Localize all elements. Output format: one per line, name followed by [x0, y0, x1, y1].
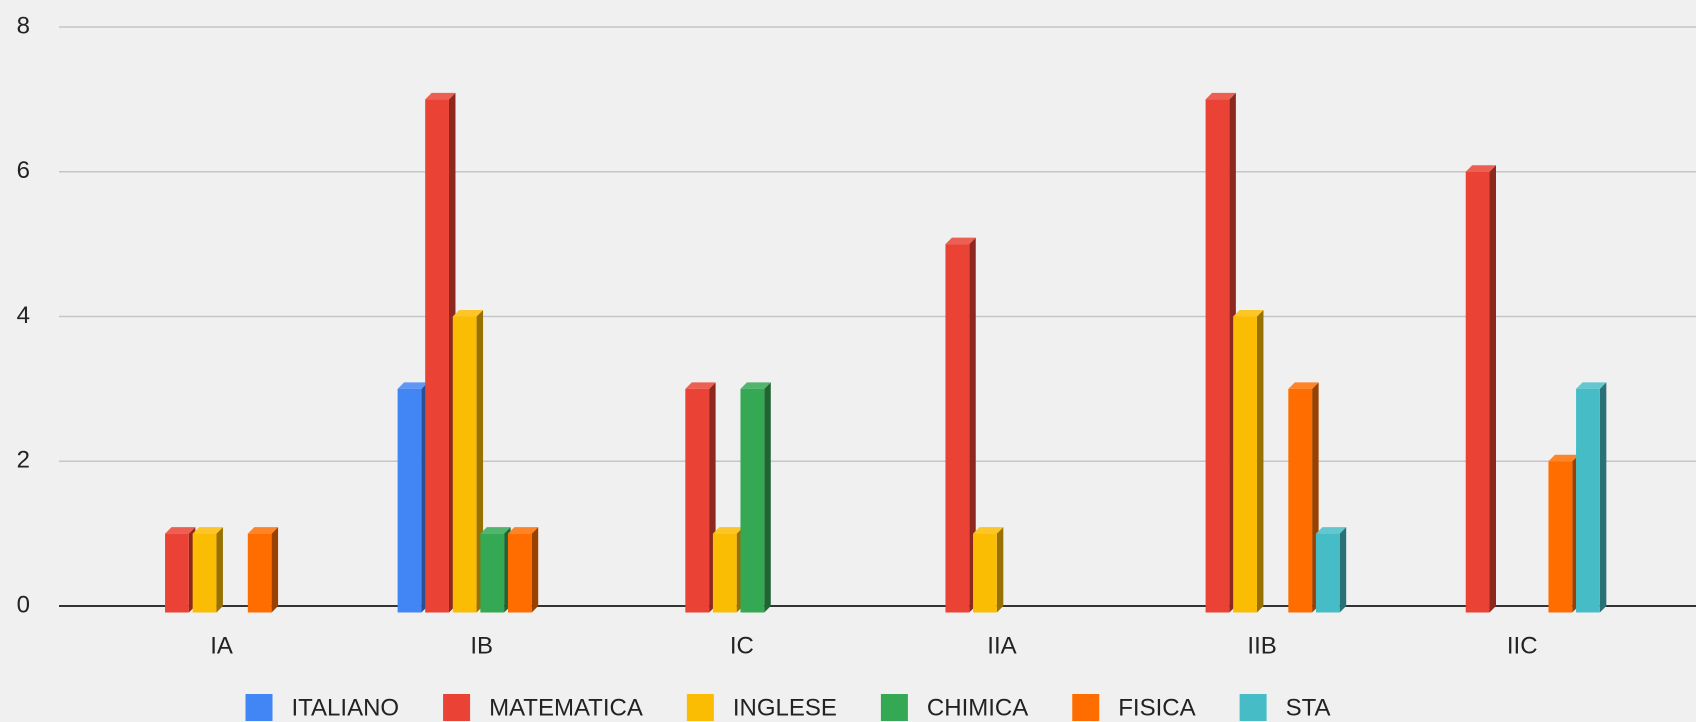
bar-3d	[397, 382, 428, 613]
bar-top	[945, 237, 976, 245]
bar	[973, 533, 997, 613]
bar	[397, 388, 422, 613]
legend-swatch	[1239, 694, 1267, 721]
x-tick-label: IB	[470, 632, 493, 659]
bar-top	[712, 527, 744, 534]
bar-top	[425, 92, 456, 100]
bar-top	[165, 527, 196, 534]
bar-3d	[165, 527, 196, 613]
legend-label: STA	[1286, 694, 1331, 721]
bar	[1205, 99, 1230, 613]
legend-label: CHIMICA	[927, 694, 1028, 721]
bar-side	[969, 237, 976, 613]
bar-top	[397, 382, 428, 389]
bar-side	[1599, 382, 1607, 613]
legend-label: ITALIANO	[292, 694, 400, 721]
bar-side	[764, 382, 771, 613]
bar-3d	[1548, 454, 1579, 613]
bar-3d	[1576, 382, 1607, 613]
bar	[1465, 171, 1490, 613]
bar	[1233, 316, 1257, 613]
x-tick-label: IC	[730, 632, 754, 659]
bar-top	[1288, 382, 1319, 389]
bar-side	[271, 527, 279, 613]
bar	[1315, 533, 1340, 613]
bar	[192, 533, 217, 613]
bar-3d	[1233, 310, 1264, 613]
legend-label: INGLESE	[733, 694, 837, 721]
bar	[685, 388, 710, 613]
bar	[507, 533, 532, 613]
legend: ITALIANO MATEMATICA INGLESE CHIMICA FISICA ST…	[245, 694, 1331, 721]
bar	[247, 533, 272, 613]
bar-3d	[1315, 527, 1347, 613]
bar-3d	[480, 527, 511, 613]
bar-side	[531, 527, 539, 613]
bar-3d	[712, 527, 744, 613]
y-tick-label: 4	[17, 302, 30, 329]
bar-side	[1256, 310, 1264, 613]
bar-top	[507, 527, 539, 534]
bar-top	[480, 527, 511, 534]
bar	[1548, 461, 1573, 613]
legend-swatch	[686, 694, 714, 721]
y-tick-label: 8	[17, 12, 30, 39]
legend-swatch	[443, 694, 471, 721]
legend-label: MATEMATICA	[489, 694, 643, 721]
bar-top	[247, 527, 279, 534]
bar-top	[1465, 165, 1497, 172]
bar-3d	[945, 237, 976, 613]
legend-swatch	[1072, 694, 1100, 721]
bar-3d	[1288, 382, 1319, 613]
bar-3d	[740, 382, 771, 613]
bar	[712, 533, 737, 613]
bar-3d	[1465, 165, 1497, 613]
bar-side	[1489, 165, 1497, 613]
bar-3d	[1205, 92, 1236, 613]
x-tick-label: IIA	[987, 632, 1016, 659]
bar	[425, 99, 449, 613]
bar-3d	[685, 382, 716, 613]
bar-3d	[247, 527, 279, 613]
bar-top	[973, 527, 1004, 534]
bar	[452, 316, 477, 613]
bar	[945, 244, 970, 613]
bar-3d	[507, 527, 539, 613]
legend-swatch	[245, 694, 273, 721]
y-tick-label: 6	[17, 157, 30, 184]
bar-3d	[452, 310, 484, 613]
bar-side	[1339, 527, 1347, 613]
y-tick-label: 2	[17, 447, 30, 474]
bar-top	[452, 310, 484, 317]
x-tick-label: IIB	[1247, 632, 1276, 659]
y-tick-label: 0	[17, 591, 30, 618]
bar-side	[996, 527, 1004, 613]
bar-top	[192, 527, 223, 534]
bar	[1576, 388, 1600, 613]
bar-top	[740, 382, 771, 389]
bar	[165, 533, 189, 613]
bar	[740, 388, 765, 613]
bar	[1288, 388, 1313, 613]
legend-label: FISICA	[1118, 694, 1195, 721]
bar-top	[1548, 454, 1579, 462]
bar-side	[216, 527, 223, 613]
bar-3d	[973, 527, 1004, 613]
bar	[480, 533, 505, 613]
bar-3d	[425, 92, 456, 613]
x-tick-label: IIC	[1507, 632, 1538, 659]
bar-top	[1576, 382, 1607, 389]
bar-3d	[192, 527, 223, 613]
bar-top	[1315, 527, 1347, 534]
bar-top	[1233, 310, 1264, 317]
x-tick-label: IA	[210, 632, 233, 659]
bar-top	[685, 382, 716, 389]
bar-top	[1205, 92, 1236, 100]
legend-swatch	[880, 694, 908, 721]
